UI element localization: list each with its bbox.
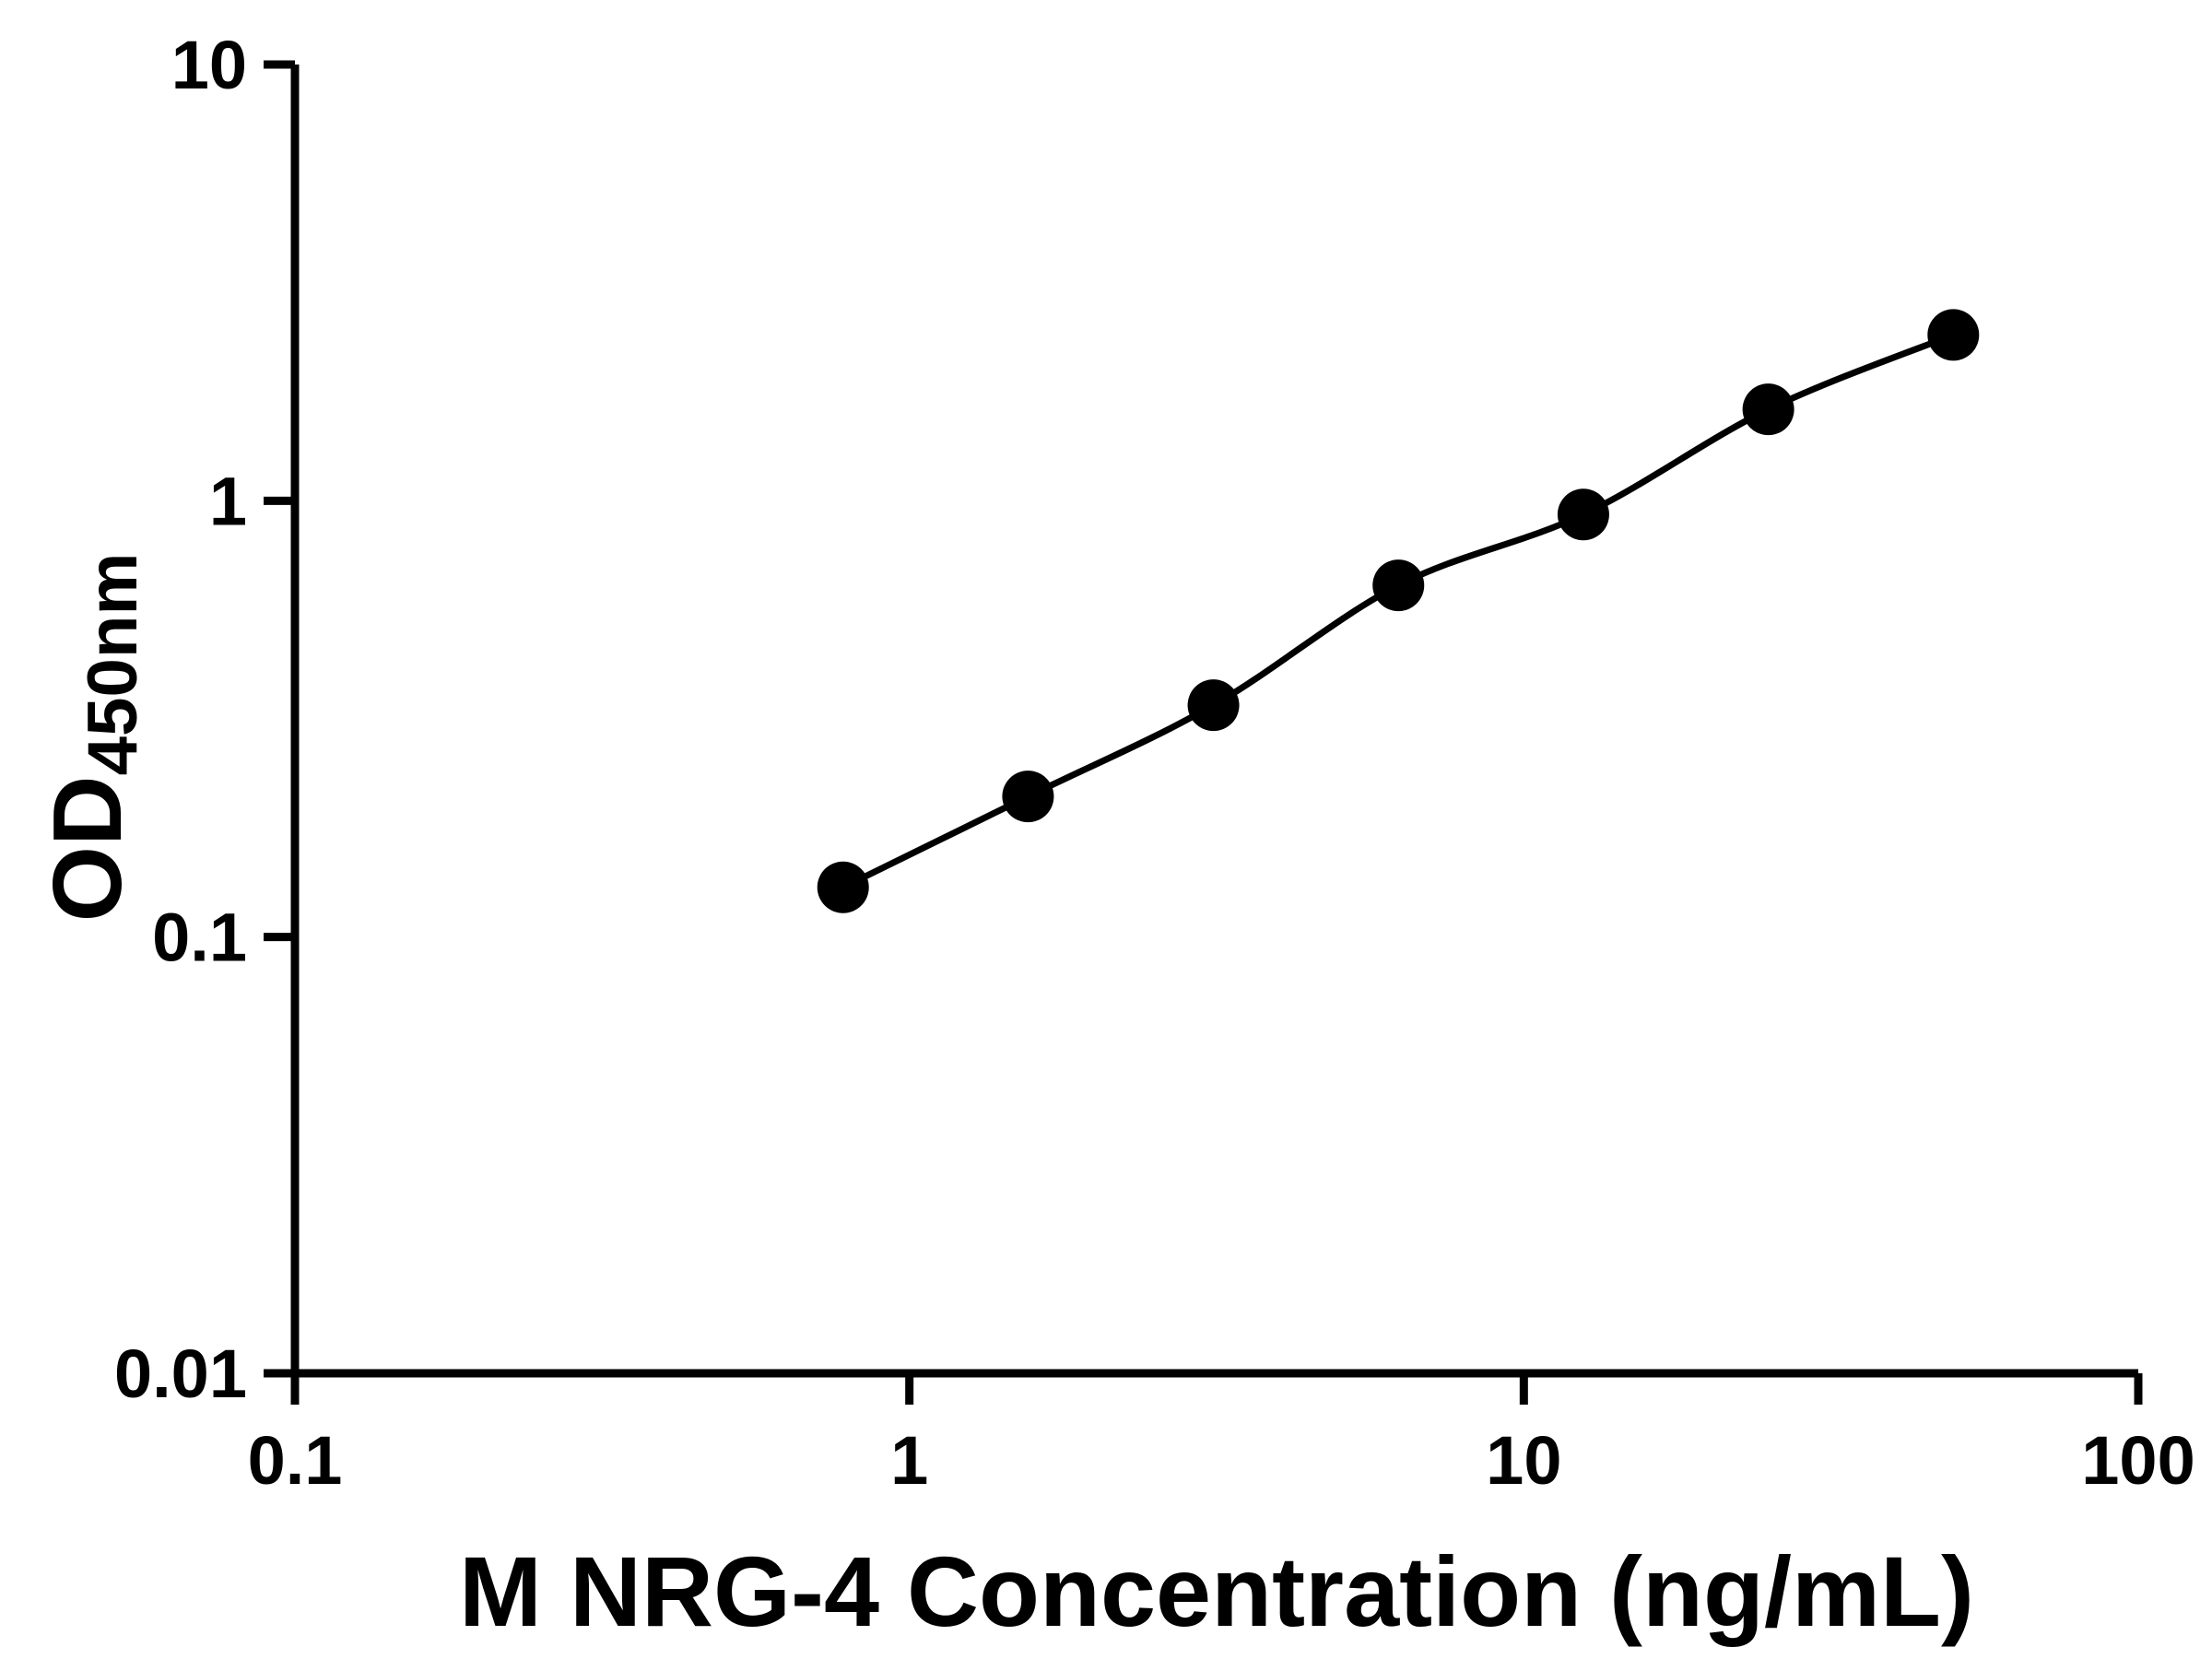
y-axis-tick-label: 1 xyxy=(209,463,247,539)
x-axis-tick-label: 100 xyxy=(2081,1422,2194,1499)
data-point-marker xyxy=(1557,488,1609,541)
data-point-marker xyxy=(1742,383,1794,436)
data-point-marker xyxy=(1187,679,1240,732)
x-axis-tick-label: 10 xyxy=(1486,1422,1561,1499)
y-axis-tick-label: 0.1 xyxy=(152,900,247,976)
y-axis-title-main: OD xyxy=(33,775,142,923)
y-axis-tick-label: 10 xyxy=(171,27,247,103)
x-axis-title: M NRG-4 Concentration (ng/mL) xyxy=(459,1535,1974,1647)
data-point-marker xyxy=(1372,559,1425,612)
y-axis-tick-label: 0.01 xyxy=(114,1335,247,1412)
x-axis-tick-label: 1 xyxy=(890,1422,928,1499)
y-axis-title-subscript: 450nm xyxy=(73,552,152,776)
data-point-marker xyxy=(817,861,869,913)
y-axis-title: OD450nm xyxy=(23,415,152,1060)
data-point-marker xyxy=(1002,771,1054,823)
data-point-marker xyxy=(1927,309,1980,361)
x-axis-tick-label: 0.1 xyxy=(248,1422,343,1499)
